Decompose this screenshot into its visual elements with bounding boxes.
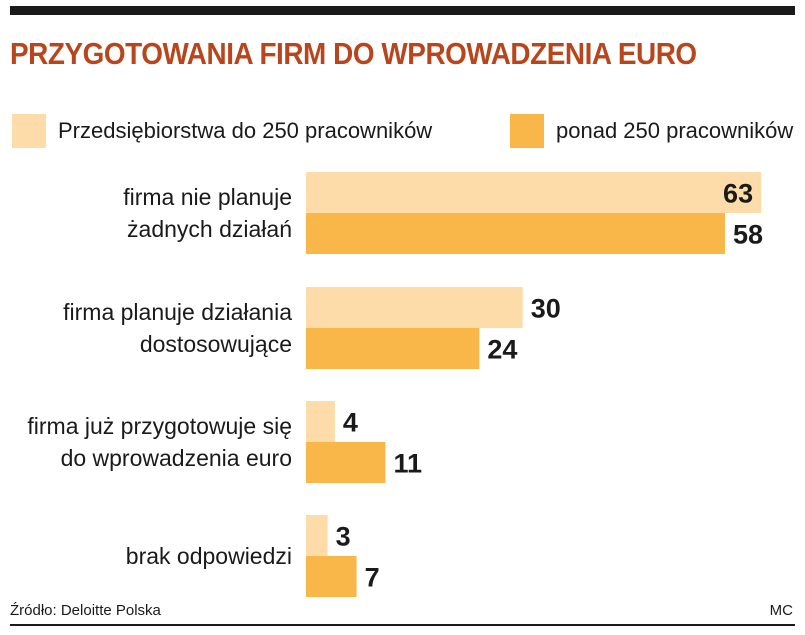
value-label-1-series-0: 30 xyxy=(531,294,561,324)
bottom-rule xyxy=(10,624,795,626)
legend-swatch-small-firms xyxy=(12,114,46,148)
legend-swatch-large-firms xyxy=(510,114,544,148)
legend-label-small-firms: Przedsiębiorstwa do 250 pracowników xyxy=(58,118,433,143)
category-label-2-line-1: do wprowadzenia euro xyxy=(61,445,292,471)
value-label-3-series-0: 3 xyxy=(336,522,351,552)
bar-1-series-0 xyxy=(306,287,523,328)
bar-0-series-0 xyxy=(306,172,762,213)
category-label-1-line-0: firma planuje działania xyxy=(63,299,292,325)
bar-2-series-0 xyxy=(306,401,335,442)
top-rule xyxy=(10,6,795,15)
category-label-0-line-1: żadnych działań xyxy=(127,216,292,242)
value-label-1-series-1: 24 xyxy=(487,335,517,365)
value-label-2-series-0: 4 xyxy=(343,408,358,438)
bar-0-series-1 xyxy=(306,213,725,254)
author-credit: MC xyxy=(769,602,793,619)
bar-3-series-1 xyxy=(306,556,357,597)
value-label-0-series-0: 63 xyxy=(723,179,753,209)
legend-item-small-firms: Przedsiębiorstwa do 250 pracowników xyxy=(12,114,432,148)
value-label-3-series-1: 7 xyxy=(365,563,380,593)
bar-1-series-1 xyxy=(306,328,480,369)
category-label-1-line-1: dostosowujące xyxy=(140,331,292,357)
legend-item-large-firms: ponad 250 pracowników xyxy=(510,114,793,148)
category-label-2-line-0: firma już przygotowuje się xyxy=(27,413,292,439)
category-label-0-line-0: firma nie planuje xyxy=(123,184,292,210)
bar-2-series-1 xyxy=(306,442,386,483)
value-label-2-series-1: 11 xyxy=(393,449,422,479)
value-label-0-series-1: 58 xyxy=(733,220,763,250)
source-note: Źródło: Deloitte Polska xyxy=(10,602,161,619)
chart-title: PRZYGOTOWANIA FIRM DO WPROWADZENIA EURO xyxy=(10,36,697,71)
bar-3-series-0 xyxy=(306,515,328,556)
legend-label-large-firms: ponad 250 pracowników xyxy=(556,118,794,143)
category-label-3-line-0: brak odpowiedzi xyxy=(126,543,292,569)
